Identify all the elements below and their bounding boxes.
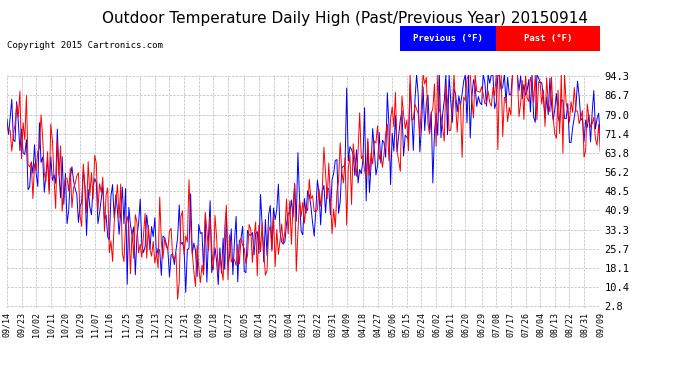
Text: Past (°F): Past (°F) — [524, 34, 573, 43]
Text: Previous (°F): Previous (°F) — [413, 34, 483, 43]
Text: Outdoor Temperature Daily High (Past/Previous Year) 20150914: Outdoor Temperature Daily High (Past/Pre… — [102, 11, 588, 26]
Bar — [400, 26, 496, 51]
Text: Copyright 2015 Cartronics.com: Copyright 2015 Cartronics.com — [7, 41, 163, 50]
Bar — [496, 26, 600, 51]
